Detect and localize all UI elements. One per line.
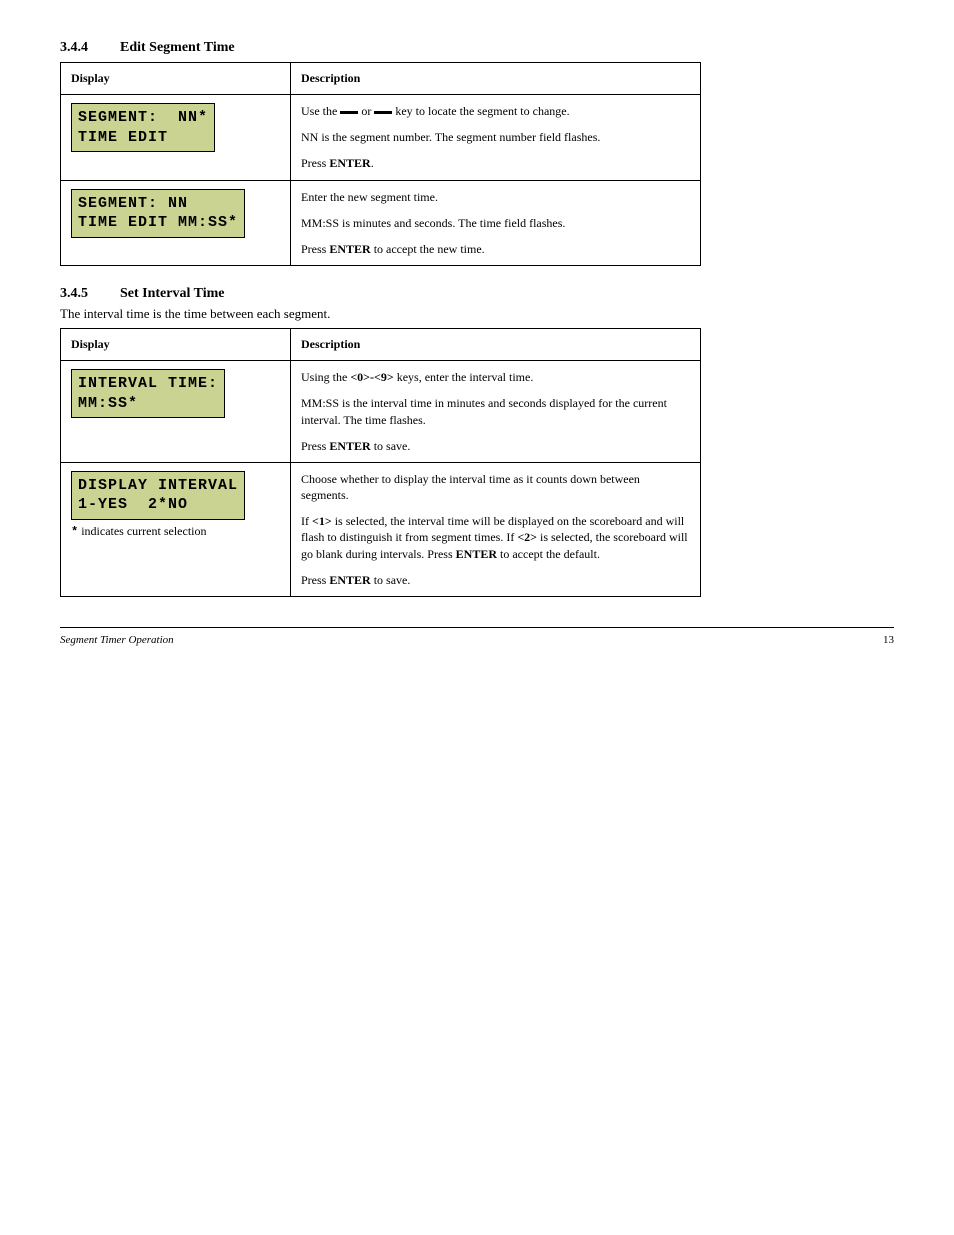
asterisk-note: * indicates current selection (71, 524, 280, 539)
desc-paragraph: Press ENTER to accept the new time. (301, 241, 690, 257)
header-description: Description (291, 329, 701, 361)
key-label: ENTER (329, 242, 370, 256)
desc-paragraph: Press ENTER. (301, 155, 690, 171)
desc-paragraph: Use the or key to locate the segment to … (301, 103, 690, 119)
key-label: ENTER (329, 439, 370, 453)
key-label: <0>-<9> (350, 370, 393, 384)
header-display: Display (61, 329, 291, 361)
up-arrow-icon (340, 111, 358, 114)
desc-paragraph: Enter the new segment time. (301, 189, 690, 205)
key-label: <2> (517, 530, 537, 544)
header-description: Description (291, 63, 701, 95)
header-display: Display (61, 63, 291, 95)
lcd-line: MM:SS* (78, 395, 138, 412)
description-cell: Choose whether to display the interval t… (291, 462, 701, 596)
display-cell: DISPLAY INTERVAL 1-YES 2*NO * indicates … (61, 462, 291, 596)
section-title: Edit Segment Time (120, 40, 235, 56)
lcd-line: DISPLAY INTERVAL (78, 477, 238, 494)
lcd-line: TIME EDIT (78, 129, 168, 146)
lcd-line: SEGMENT: NN* (78, 109, 208, 126)
desc-paragraph: If <1> is selected, the interval time wi… (301, 513, 690, 562)
desc-paragraph: Choose whether to display the interval t… (301, 471, 690, 503)
table-header-row: Display Description (61, 63, 701, 95)
desc-paragraph: MM:SS is the interval time in minutes an… (301, 395, 690, 427)
lcd-screen: SEGMENT: NN* TIME EDIT (71, 103, 215, 152)
desc-paragraph: MM:SS is minutes and seconds. The time f… (301, 215, 690, 231)
lcd-screen: DISPLAY INTERVAL 1-YES 2*NO (71, 471, 245, 520)
description-cell: Use the or key to locate the segment to … (291, 95, 701, 181)
section-header-edit: 3.4.4 Edit Segment Time (60, 40, 894, 56)
section-number: 3.4.4 (60, 40, 120, 56)
key-label: ENTER (329, 156, 370, 170)
desc-paragraph: NN is the segment number. The segment nu… (301, 129, 690, 145)
lcd-line: 1-YES 2*NO (78, 496, 188, 513)
lcd-line: TIME EDIT MM:SS* (78, 214, 238, 231)
lcd-screen: SEGMENT: NN TIME EDIT MM:SS* (71, 189, 245, 238)
desc-paragraph: Press ENTER to save. (301, 438, 690, 454)
lcd-line: INTERVAL TIME: (78, 375, 218, 392)
section-number: 3.4.5 (60, 286, 120, 302)
description-cell: Enter the new segment time. MM:SS is min… (291, 180, 701, 266)
page-number: 13 (883, 634, 894, 646)
desc-paragraph: Press ENTER to save. (301, 572, 690, 588)
table-row: SEGMENT: NN TIME EDIT MM:SS* Enter the n… (61, 180, 701, 266)
desc-paragraph: Using the <0>-<9> keys, enter the interv… (301, 369, 690, 385)
table-row: DISPLAY INTERVAL 1-YES 2*NO * indicates … (61, 462, 701, 596)
lcd-screen: INTERVAL TIME: MM:SS* (71, 369, 225, 418)
display-cell: INTERVAL TIME: MM:SS* (61, 361, 291, 463)
lcd-line: SEGMENT: NN (78, 195, 188, 212)
display-cell: SEGMENT: NN TIME EDIT MM:SS* (61, 180, 291, 266)
table-header-row: Display Description (61, 329, 701, 361)
key-label: ENTER (329, 573, 370, 587)
footer-divider (60, 627, 894, 628)
table-row: INTERVAL TIME: MM:SS* Using the <0>-<9> … (61, 361, 701, 463)
edit-segment-table: Display Description SEGMENT: NN* TIME ED… (60, 62, 701, 266)
interval-time-table: Display Description INTERVAL TIME: MM:SS… (60, 328, 701, 597)
key-label: <1> (312, 514, 332, 528)
key-label: ENTER (456, 547, 497, 561)
section-intro: The interval time is the time between ea… (60, 306, 894, 322)
section-header-interval: 3.4.5 Set Interval Time (60, 286, 894, 302)
footer-title: Segment Timer Operation (60, 634, 174, 646)
display-cell: SEGMENT: NN* TIME EDIT (61, 95, 291, 181)
page-footer: Segment Timer Operation 13 (60, 634, 894, 646)
table-row: SEGMENT: NN* TIME EDIT Use the or key to… (61, 95, 701, 181)
section-title: Set Interval Time (120, 286, 224, 302)
description-cell: Using the <0>-<9> keys, enter the interv… (291, 361, 701, 463)
down-arrow-icon (374, 111, 392, 114)
